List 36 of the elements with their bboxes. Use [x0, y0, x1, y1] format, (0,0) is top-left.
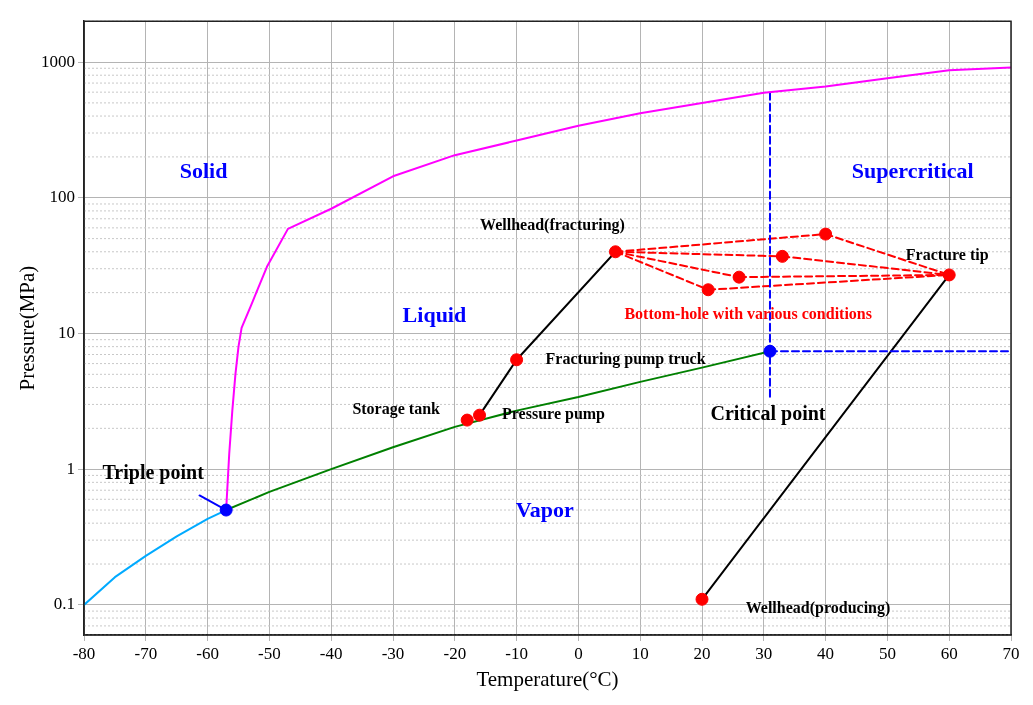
x-tick-label: 20	[693, 643, 711, 663]
x-tick-label: 30	[755, 643, 773, 663]
x-tick-label: -70	[134, 643, 158, 663]
annotation: Fracture tip	[905, 246, 989, 265]
x-tick-label: -20	[443, 643, 467, 663]
y-tick-label: 1000	[41, 51, 75, 71]
annotation: Pressure pump	[502, 405, 606, 424]
y-axis-title: Pressure(MPa)	[15, 265, 40, 391]
x-tick-label: -40	[319, 643, 343, 663]
annotation: Bottom-hole with various conditions	[624, 304, 872, 322]
x-tick-label: -10	[505, 643, 528, 663]
annotation: Vapor	[515, 497, 574, 523]
x-tick-label: 10	[631, 643, 649, 663]
annotation: Storage tank	[352, 400, 441, 419]
x-tick-label: -60	[196, 643, 219, 663]
x-axis-title: Temperature(°C)	[476, 666, 619, 691]
annotation: Critical point	[710, 402, 826, 426]
annotation: Solid	[179, 157, 228, 183]
x-tick-label: -30	[381, 643, 405, 663]
annotation: Fracturing pump truck	[545, 349, 706, 368]
annotation: Wellhead(fracturing)	[480, 215, 625, 234]
y-tick-label: 100	[49, 187, 75, 207]
x-tick-label: -50	[258, 643, 281, 663]
y-tick-label: 1	[66, 458, 75, 478]
x-tick-label: 40	[817, 643, 835, 663]
annotation: Triple point	[102, 461, 205, 485]
y-tick-label: 0.1	[53, 594, 75, 614]
y-tick-label: 10	[58, 322, 75, 342]
x-tick-label: 0	[574, 643, 583, 663]
annotation: Liquid	[402, 301, 467, 327]
x-tick-label: -80	[72, 643, 96, 663]
x-tick-label: 70	[1002, 643, 1020, 663]
annotation: Wellhead(producing)	[745, 599, 891, 618]
x-tick-label: 50	[878, 643, 896, 663]
annotation: Supercritical	[851, 158, 974, 184]
x-tick-label: 60	[940, 643, 958, 663]
